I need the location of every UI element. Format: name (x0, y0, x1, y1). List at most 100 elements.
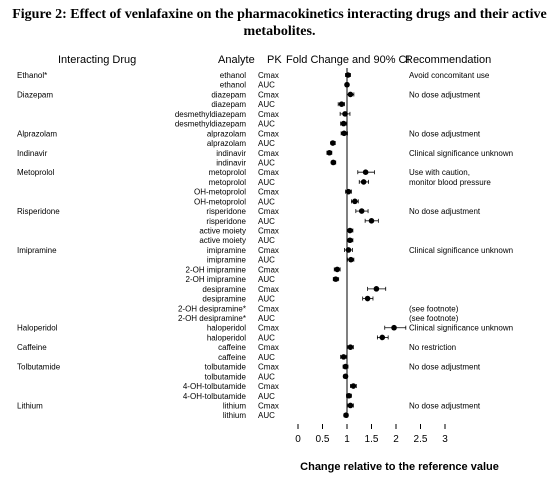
drug-label: Alprazolam (17, 129, 57, 138)
analyte-label: desmethyldiazepam (175, 110, 246, 119)
recommendation-label: (see footnote) (409, 304, 459, 313)
drug-label: Haloperidol (17, 324, 58, 333)
figure-title-line2: metabolites. (243, 24, 316, 39)
analyte-label: caffeine (218, 343, 246, 352)
point-estimate (338, 101, 345, 107)
drug-label: Metoprolol (17, 168, 55, 177)
analyte-label: OH-metoprolol (194, 188, 246, 197)
pk-label: Cmax (258, 227, 279, 236)
point-estimate (345, 188, 352, 195)
analyte-label: ethanol (220, 71, 246, 80)
point-estimate (347, 237, 353, 244)
analyte-label: indinavir (216, 149, 246, 158)
recommendation-label: No dose adjustment (409, 363, 481, 372)
analyte-label: imipramine (207, 246, 247, 255)
pk-label: Cmax (258, 71, 279, 80)
recommendation-label: No restriction (409, 343, 456, 352)
analyte-label: desipramine (202, 285, 246, 294)
analyte-label: tolbutamide (205, 363, 247, 372)
x-tick-label: 1 (344, 434, 350, 445)
point-estimate (329, 140, 336, 146)
analyte-label: desmethyldiazepam (175, 120, 246, 129)
analyte-label: metoprolol (209, 178, 247, 187)
point-estimate (368, 218, 375, 224)
pk-label: AUC (258, 100, 275, 109)
point-estimate (350, 383, 357, 389)
point-estimate (347, 344, 354, 350)
analyte-label: 2-OH desipramine* (178, 314, 246, 323)
pk-label: Cmax (258, 401, 279, 410)
pk-label: AUC (258, 197, 275, 206)
x-tick-label: 0.5 (316, 434, 330, 445)
analyte-label: diazepam (211, 100, 246, 109)
pk-label: AUC (258, 333, 275, 342)
recommendation-label: monitor blood pressure (409, 178, 491, 187)
point-estimate (364, 295, 371, 302)
point-estimate (373, 286, 380, 292)
pk-label: Cmax (258, 265, 279, 274)
pk-label: AUC (258, 314, 275, 323)
pk-label: Cmax (258, 246, 279, 255)
analyte-label: ethanol (220, 81, 246, 90)
x-axis-title: Change relative to the reference value (300, 461, 499, 473)
analyte-label: tolbutamide (205, 372, 247, 381)
point-estimate (347, 227, 353, 234)
header-analyte: Analyte (218, 54, 255, 66)
pk-label: AUC (258, 81, 275, 90)
analyte-label: 2-OH desipramine* (178, 304, 246, 313)
pk-label: AUC (258, 120, 275, 129)
pk-label: AUC (258, 275, 275, 284)
point-estimate (346, 392, 352, 399)
point-estimate (345, 72, 351, 78)
analyte-label: desipramine (202, 295, 246, 304)
drug-label: Lithium (17, 401, 43, 410)
point-estimate (352, 198, 358, 205)
point-estimate (340, 120, 347, 127)
point-estimate (342, 111, 348, 117)
x-tick-label: 1.5 (365, 434, 379, 445)
point-estimate (379, 334, 386, 341)
pk-label: Cmax (258, 285, 279, 294)
analyte-label: caffeine (218, 353, 246, 362)
analyte-label: metoprolol (209, 168, 247, 177)
analyte-label: haloperidol (207, 333, 246, 342)
recommendation-label: Avoid concomitant use (409, 71, 490, 80)
analyte-label: haloperidol (207, 324, 246, 333)
pk-label: Cmax (258, 149, 279, 158)
pk-label: AUC (258, 178, 275, 187)
recommendation-label: Clinical significance unknown (409, 324, 513, 333)
point-estimate (341, 130, 347, 137)
recommendation-label: Clinical significance unknown (409, 246, 513, 255)
point-estimate (342, 373, 349, 380)
pk-label: Cmax (258, 382, 279, 391)
point-estimate (334, 266, 341, 273)
analyte-label: alprazolam (207, 129, 246, 138)
drug-label: Diazepam (17, 90, 53, 99)
pk-label: AUC (258, 372, 275, 381)
pk-label: AUC (258, 411, 275, 420)
header-pk: PK (267, 54, 282, 66)
pk-label: Cmax (258, 110, 279, 119)
analyte-label: risperidone (206, 217, 246, 226)
analyte-label: diazepam (211, 90, 246, 99)
analyte-label: alprazolam (207, 139, 246, 148)
figure-title-line1: Figure 2: Effect of venlafaxine on the p… (12, 7, 547, 22)
header-fold-change: Fold Change and 90% CI (286, 54, 410, 66)
pk-label: AUC (258, 295, 275, 304)
drug-label: Ethanol* (17, 71, 47, 80)
figure-title: Figure 2: Effect of venlafaxine on the p… (0, 6, 559, 40)
pk-label: Cmax (258, 363, 279, 372)
pk-label: AUC (258, 217, 275, 226)
analyte-label: active moiety (199, 227, 246, 236)
drug-label: Indinavir (17, 149, 48, 158)
recommendation-label: No dose adjustment (409, 207, 481, 216)
drug-label: Caffeine (17, 343, 47, 352)
point-estimate (340, 354, 347, 360)
x-tick-label: 0 (295, 434, 301, 445)
point-estimate (343, 412, 349, 419)
analyte-label: imipramine (207, 256, 247, 265)
point-estimate (344, 81, 350, 88)
header-recommendation: Recommendation (405, 54, 492, 66)
point-estimate (348, 256, 354, 263)
